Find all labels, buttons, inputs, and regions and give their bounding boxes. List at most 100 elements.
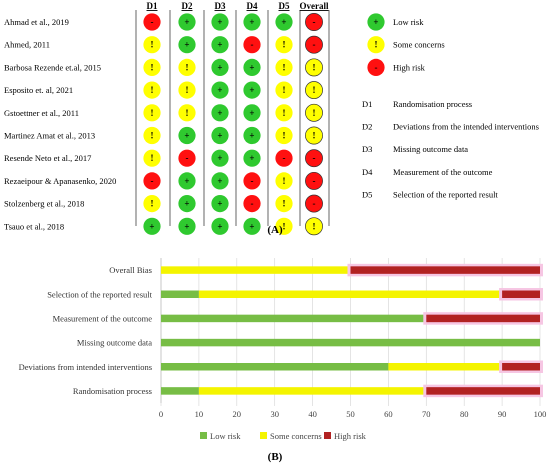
risk-symbol: !	[283, 85, 286, 95]
risk-low-icon: +	[243, 13, 261, 31]
risk-symbol: !	[151, 62, 154, 72]
column-header-d2: D2	[182, 1, 193, 11]
domain-code: D3	[362, 144, 372, 154]
bar-segment-high	[426, 387, 540, 395]
category-label: Overall Bias	[109, 265, 152, 275]
risk-high-icon: -	[275, 149, 293, 167]
risk-circle	[211, 172, 229, 190]
risk-low-icon: +	[178, 13, 196, 31]
risk-some-icon: !	[275, 195, 293, 213]
study-row: Ahmad et al., 2019 - + + + + -	[4, 13, 323, 31]
risk-low-icon: +	[275, 13, 293, 31]
domain-label: Deviations from the intended interventio…	[393, 122, 539, 132]
risk-circle	[243, 172, 261, 190]
legend-label-high: High risk	[393, 62, 426, 72]
risk-symbol: +	[217, 221, 222, 231]
risk-symbol: !	[283, 176, 286, 186]
domain-label: Measurement of the outcome	[393, 167, 493, 177]
bar-segment-low	[161, 314, 427, 323]
risk-symbol: -	[251, 40, 254, 50]
risk-high-icon: -	[305, 149, 323, 168]
risk-circle	[243, 104, 261, 122]
legend-high-icon	[367, 58, 385, 76]
risk-symbol: +	[217, 85, 222, 95]
risk-circle	[305, 103, 323, 122]
risk-low-icon: +	[243, 81, 261, 99]
risk-low-icon: +	[178, 126, 196, 145]
study-name: Martinez Amat et al., 2013	[4, 131, 95, 141]
domain-code: D5	[362, 189, 372, 199]
risk-circle	[211, 58, 229, 76]
risk-symbol: +	[217, 17, 222, 27]
study-row: Ahmed, 2011! + + -! -	[4, 35, 323, 54]
risk-circle	[275, 149, 293, 167]
risk-circle	[243, 81, 261, 99]
risk-symbol: -	[283, 153, 286, 163]
legend-low-icon	[367, 13, 385, 31]
risk-some-icon: !	[143, 149, 161, 167]
bar-segment-high	[502, 290, 540, 298]
risk-low-icon: +	[243, 104, 261, 122]
study-row: Esposito et. al, 2021!! + +!!	[4, 81, 323, 100]
legend-label-high: High risk	[334, 431, 367, 441]
risk-symbol: -	[313, 199, 316, 209]
risk-circle	[178, 13, 196, 31]
risk-circle	[178, 195, 196, 213]
risk-high-icon: -	[143, 13, 161, 31]
risk-high-icon: -	[243, 36, 261, 54]
risk-symbol: +	[184, 131, 189, 141]
risk-circle	[143, 36, 161, 54]
risk-circle	[275, 58, 293, 76]
bar-segment-low	[161, 338, 540, 347]
risk-circle	[178, 217, 196, 235]
x-tick-label: 90	[498, 409, 507, 419]
risk-symbol: -	[151, 17, 154, 27]
bar-segment-high	[502, 363, 540, 371]
risk-symbol: !	[313, 62, 316, 72]
risk-circle	[305, 126, 323, 145]
risk-circle	[211, 126, 229, 145]
risk-some-icon: !	[275, 36, 293, 54]
domain-label: Randomisation process	[393, 99, 472, 109]
risk-circle	[275, 126, 293, 145]
study-name: Resende Neto et al., 2017	[4, 153, 91, 163]
study-name: Barbosa Rezende et.al, 2015	[4, 62, 101, 72]
study-row: Martinez Amat et al., 2013! + + +!!	[4, 126, 323, 145]
risk-low-icon: +	[211, 195, 229, 213]
risk-symbol: !	[151, 40, 154, 50]
risk-circle	[305, 217, 323, 236]
legend-label-low: Low risk	[210, 431, 241, 441]
x-tick-label: 50	[346, 409, 355, 419]
risk-symbol: -	[251, 199, 254, 209]
summary-legend: Low risk Some concerns High risk	[200, 431, 367, 441]
risk-circle	[211, 13, 229, 31]
risk-legend: + Low risk! Some concerns - High risk	[367, 13, 445, 76]
column-header-d1: D1	[147, 1, 158, 11]
risk-symbol: -	[313, 40, 316, 50]
risk-circle	[305, 35, 323, 54]
study-name: Tsauo et al., 2018	[4, 221, 64, 231]
risk-high-icon: -	[178, 149, 196, 167]
x-tick-label: 10	[195, 409, 204, 419]
legend-symbol: +	[373, 17, 378, 27]
column-header-overall: Overall	[300, 1, 329, 11]
risk-circle	[143, 104, 161, 122]
study-row: Resende Neto et al., 2017! - + + - -	[4, 149, 323, 168]
risk-some-icon: !	[178, 81, 196, 99]
risk-some-icon: !	[275, 217, 293, 235]
category-label: Missing outcome data	[77, 338, 152, 348]
summary-bars	[161, 263, 543, 398]
bar-segment-high	[350, 266, 540, 274]
risk-symbol: +	[249, 17, 254, 27]
risk-symbol: +	[217, 153, 222, 163]
risk-circle	[143, 13, 161, 31]
column-header-d5: D5	[279, 1, 290, 11]
x-tick-label: 40	[308, 409, 317, 419]
risk-high-icon: -	[243, 172, 261, 190]
panel-b-label: (B)	[268, 451, 283, 463]
x-tick-label: 20	[233, 409, 242, 419]
legend-some-icon	[367, 36, 385, 54]
traffic-light-column-headers: D1 D2 D3 D4 D5 Overall	[147, 1, 329, 11]
risk-some-icon: !	[305, 103, 323, 122]
risk-circle	[275, 217, 293, 235]
